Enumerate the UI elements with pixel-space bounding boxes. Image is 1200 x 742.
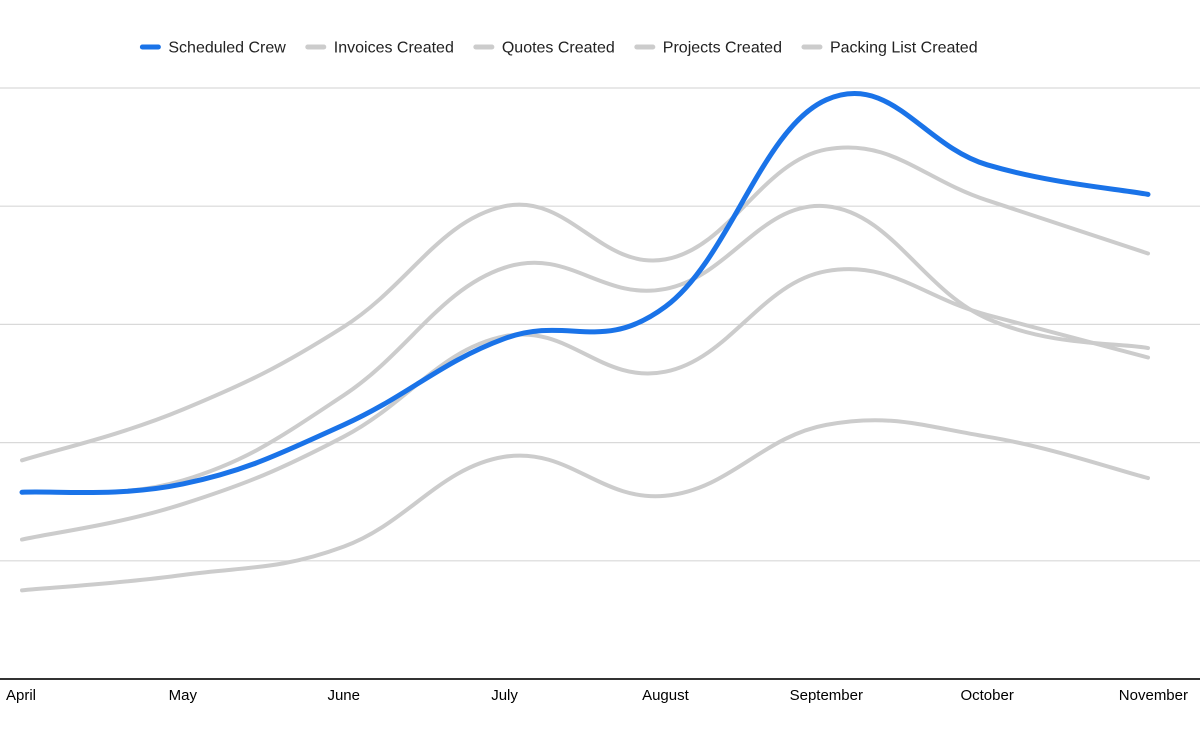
x-tick-label: August <box>642 687 690 704</box>
series-line-invoices-created <box>20 145 1150 463</box>
legend-label: Packing List Created <box>830 40 978 57</box>
legend-item-scheduled-crew: Scheduled Crew <box>139 40 286 57</box>
x-tick-label: November <box>1119 687 1188 704</box>
series-line-projects-created <box>20 267 1150 542</box>
x-tick-label: September <box>790 687 863 704</box>
series-lines <box>19 91 1151 593</box>
x-tick-label: October <box>960 687 1013 704</box>
legend-item-projects-created: Projects Created <box>634 40 782 57</box>
legend-item-packing-list-created: Packing List Created <box>801 40 978 57</box>
legend-label: Scheduled Crew <box>168 40 286 57</box>
x-tick-label: May <box>169 687 198 704</box>
legend-item-invoices-created: Invoices Created <box>305 40 454 57</box>
series-line-packing-list-created <box>20 418 1150 593</box>
legend-item-quotes-created: Quotes Created <box>473 40 615 57</box>
legend: Scheduled Crew Invoices Created Quotes Cre… <box>139 40 978 57</box>
legend-label: Invoices Created <box>334 40 454 57</box>
legend-label: Projects Created <box>663 40 782 57</box>
x-tick-label: April <box>6 687 36 704</box>
x-tick-label: July <box>491 687 518 704</box>
series-line-quotes-created <box>20 204 1150 495</box>
series-line-scheduled-crew <box>19 91 1151 496</box>
x-tick-label: June <box>327 687 360 704</box>
x-axis-tick-labels: April May June July August September October No… <box>6 687 1188 704</box>
legend-label: Quotes Created <box>502 40 615 57</box>
